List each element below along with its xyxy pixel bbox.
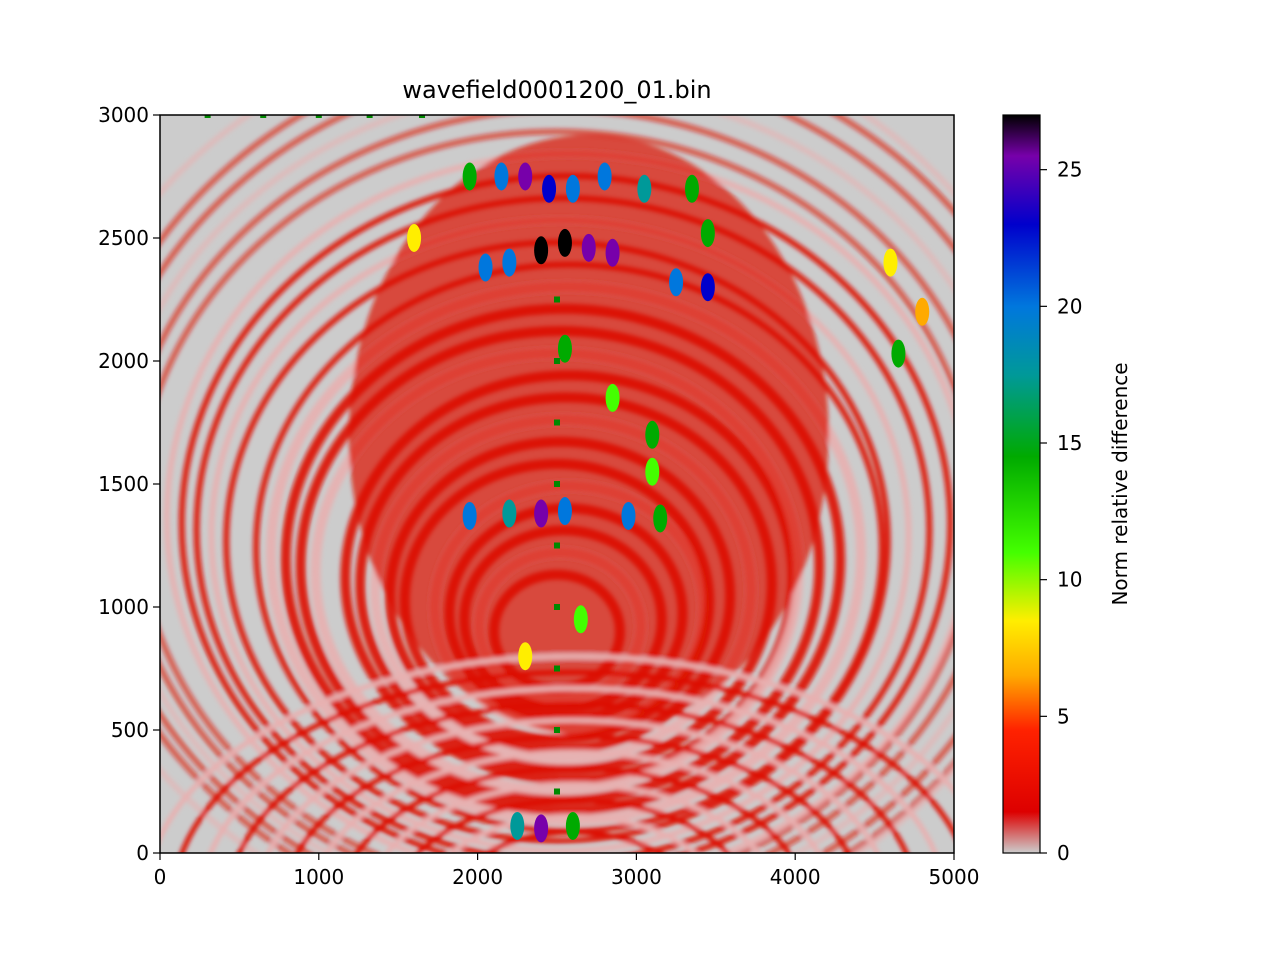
hotspot xyxy=(684,174,699,203)
colorbar-tick-label: 15 xyxy=(1057,431,1082,455)
hotspot xyxy=(645,457,660,486)
hotspot xyxy=(534,499,549,528)
hotspot xyxy=(534,814,549,843)
y-tick-label: 2000 xyxy=(98,349,149,373)
hotspot xyxy=(494,162,509,191)
reflection-band xyxy=(384,781,762,853)
hotspot xyxy=(565,811,580,840)
receiver-marker xyxy=(554,788,560,795)
y-tick-label: 500 xyxy=(111,718,149,742)
receiver-marker xyxy=(554,727,560,733)
colorbar: 0 5 10 15 20 25 Norm relative difference xyxy=(1002,114,1132,865)
hotspot xyxy=(883,248,898,277)
hotspot xyxy=(557,334,572,363)
y-tick-label: 3000 xyxy=(98,103,149,127)
hotspot xyxy=(510,811,525,840)
hotspot xyxy=(518,642,533,671)
hotspot xyxy=(645,420,660,449)
receiver-marker xyxy=(554,419,560,426)
chart-title: wavefield0001200_01.bin xyxy=(402,76,711,104)
hotspot xyxy=(621,501,636,530)
x-tick-label: 3000 xyxy=(611,865,662,889)
colorbar-tick-label: 0 xyxy=(1057,841,1070,865)
hotspot xyxy=(407,224,422,252)
colorbar-tick-label: 5 xyxy=(1057,704,1070,728)
receiver-marker xyxy=(419,115,426,118)
hotspot xyxy=(518,162,533,191)
hotspot xyxy=(534,236,549,265)
receiver-marker xyxy=(554,604,560,610)
receiver-marker xyxy=(554,542,560,549)
receiver-marker xyxy=(554,481,560,487)
receiver-marker xyxy=(315,115,322,118)
x-tick-label: 5000 xyxy=(929,865,980,889)
reflection-band xyxy=(160,653,954,844)
hotspot xyxy=(557,228,572,257)
receiver-marker xyxy=(204,115,211,118)
x-tick-label: 2000 xyxy=(452,865,503,889)
hotspot xyxy=(653,504,668,533)
hotspot xyxy=(502,499,517,528)
reflection-band xyxy=(295,733,851,853)
hotspot xyxy=(700,273,715,302)
y-tick-label: 1000 xyxy=(98,595,149,619)
hotspot-layer xyxy=(407,162,930,843)
receiver-marker xyxy=(260,115,267,118)
x-tick-label: 1000 xyxy=(293,865,344,889)
plot-area xyxy=(160,115,954,853)
reflection-band xyxy=(354,765,792,853)
x-axis: 0 1000 2000 3000 4000 5000 xyxy=(154,853,980,889)
hotspot xyxy=(542,174,557,203)
hotspot xyxy=(462,501,477,530)
hotspot xyxy=(557,497,572,526)
hotspot xyxy=(891,339,906,368)
reflection-band xyxy=(208,685,938,853)
colorbar-frame xyxy=(1002,114,1041,854)
reflection-band xyxy=(237,701,909,853)
colorbar-tick-label: 20 xyxy=(1057,294,1082,318)
hotspot xyxy=(915,297,930,326)
receiver-marker xyxy=(554,665,560,672)
hotspot xyxy=(637,174,652,203)
hotspot xyxy=(669,268,684,297)
colorbar-gradient xyxy=(1003,115,1040,853)
hotspot xyxy=(581,233,596,262)
x-tick-label: 0 xyxy=(154,865,167,889)
reflection-band xyxy=(324,749,822,853)
y-tick-label: 2500 xyxy=(98,226,149,250)
hotspot xyxy=(700,219,715,248)
x-tick-label: 4000 xyxy=(770,865,821,889)
reflection-band xyxy=(415,797,731,853)
y-axis: 0 500 1000 1500 2000 2500 3000 xyxy=(98,103,160,865)
receiver-marker xyxy=(554,358,560,364)
hotspot xyxy=(502,248,517,277)
colorbar-tick-label: 10 xyxy=(1057,568,1082,592)
y-tick-label: 0 xyxy=(136,841,149,865)
wavefront-ring xyxy=(160,128,954,853)
receiver-marker xyxy=(554,296,560,303)
receiver-marker xyxy=(366,115,373,118)
hotspot xyxy=(573,605,588,634)
hotspot xyxy=(565,174,580,203)
colorbar-label: Norm relative difference xyxy=(1108,362,1132,605)
reflection-band xyxy=(265,717,880,853)
receiver-layer xyxy=(204,115,560,795)
hotspot xyxy=(605,383,620,412)
hotspot xyxy=(597,162,612,191)
hotspot xyxy=(605,238,620,267)
high-difference-region xyxy=(348,134,829,735)
reflection-band xyxy=(179,669,954,853)
hotspot xyxy=(478,253,493,282)
colorbar-tick-label: 25 xyxy=(1057,158,1082,182)
y-tick-label: 1500 xyxy=(98,472,149,496)
hotspot xyxy=(462,162,477,191)
colorbar-ticks: 0 5 10 15 20 25 xyxy=(1040,158,1082,865)
